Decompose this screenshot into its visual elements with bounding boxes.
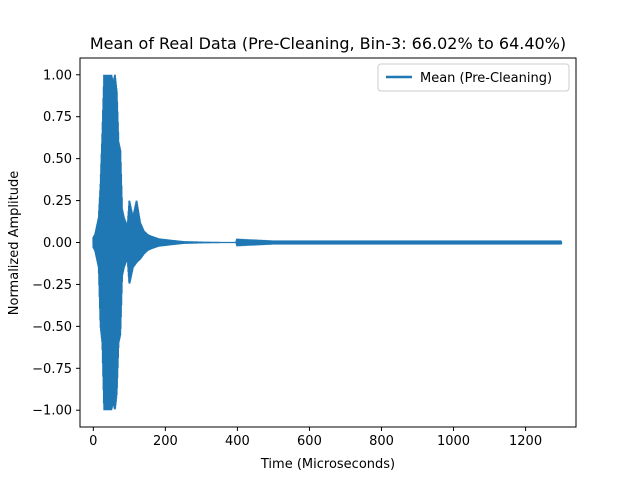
x-tick-label: 1200	[509, 434, 542, 449]
x-tick-label: 600	[297, 434, 322, 449]
y-tick-label: 1.00	[43, 68, 72, 83]
y-axis: −1.00 −0.75 −0.50 −0.25 0.00 0.25 0.50 0.75 1.00	[32, 68, 80, 419]
x-tick-label: 400	[225, 434, 250, 449]
x-tick-label: 200	[153, 434, 178, 449]
y-tick-label: −0.75	[32, 362, 72, 377]
x-tick-label: 800	[369, 434, 394, 449]
y-tick-label: 0.75	[43, 110, 72, 125]
x-axis: 0 200 400 600 800 1000 1200	[89, 427, 542, 449]
y-tick-label: −1.00	[32, 404, 72, 419]
legend-label-mean: Mean (Pre-Cleaning)	[420, 71, 552, 86]
y-tick-label: 0.50	[43, 152, 72, 167]
plot-area	[79, 57, 577, 428]
x-tick-label: 1000	[437, 434, 470, 449]
series-layer	[92, 74, 563, 411]
series-line-mean	[92, 74, 563, 411]
legend: Mean (Pre-Cleaning)	[377, 63, 570, 92]
chart-title: Mean of Real Data (Pre-Cleaning, Bin-3: …	[90, 34, 566, 53]
y-tick-label: 0.25	[43, 194, 72, 209]
x-tick-label: 0	[89, 434, 97, 449]
legend-box	[377, 63, 570, 92]
y-tick-label: −0.50	[32, 320, 72, 335]
x-axis-title: Time (Microseconds)	[260, 457, 395, 472]
y-axis-title: Normalized Amplitude	[7, 171, 22, 315]
y-tick-label: −0.25	[32, 278, 72, 293]
y-tick-label: 0.00	[43, 236, 72, 251]
